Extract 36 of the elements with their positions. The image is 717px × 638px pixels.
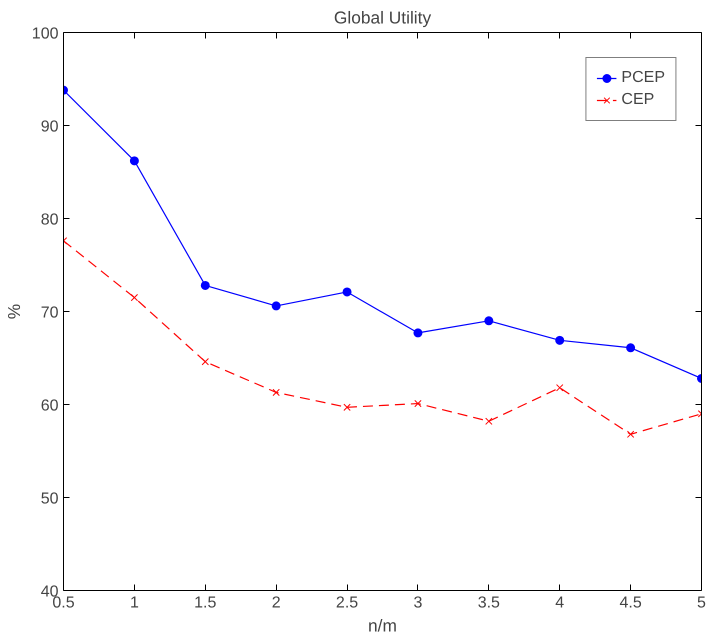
- y-tick-label: 50: [40, 490, 59, 508]
- point: [485, 418, 493, 425]
- y-axis-title: %: [4, 304, 24, 320]
- legend-label: CEP: [621, 91, 654, 109]
- point: [414, 400, 422, 408]
- x-tick-label: 1.5: [194, 594, 216, 612]
- point: [342, 287, 352, 296]
- point: [272, 301, 281, 310]
- point: [343, 404, 351, 411]
- point: [202, 358, 209, 366]
- x-tick-label: 5: [697, 594, 706, 612]
- legend-label: PCEP: [621, 69, 665, 87]
- y-tick-label: 80: [40, 212, 59, 228]
- x-tick-label: 3.5: [478, 594, 500, 612]
- x-tick-label: 1: [130, 594, 139, 612]
- x-tick-label: 4.5: [619, 594, 642, 612]
- point: [626, 343, 636, 352]
- point: [626, 430, 634, 438]
- y-tick-label: 60: [40, 398, 59, 414]
- y-tick-label: 90: [40, 118, 59, 136]
- point: [130, 294, 138, 302]
- point: [555, 336, 564, 345]
- point: [272, 388, 280, 396]
- point: [413, 328, 422, 338]
- point: [484, 316, 494, 326]
- point: [130, 156, 139, 166]
- y-tick-label: 70: [40, 304, 59, 322]
- point: [556, 384, 564, 392]
- chart-title: Global Utility: [334, 8, 432, 28]
- x-axis-title: n/m: [368, 616, 397, 636]
- x-tick-label: 4: [555, 594, 564, 612]
- point: [200, 280, 210, 290]
- x-tick-label: 3: [413, 594, 422, 612]
- x-tick-label: 2: [272, 594, 281, 612]
- x-tick-label: 2.5: [336, 594, 358, 612]
- y-tick-label: 100: [32, 26, 59, 42]
